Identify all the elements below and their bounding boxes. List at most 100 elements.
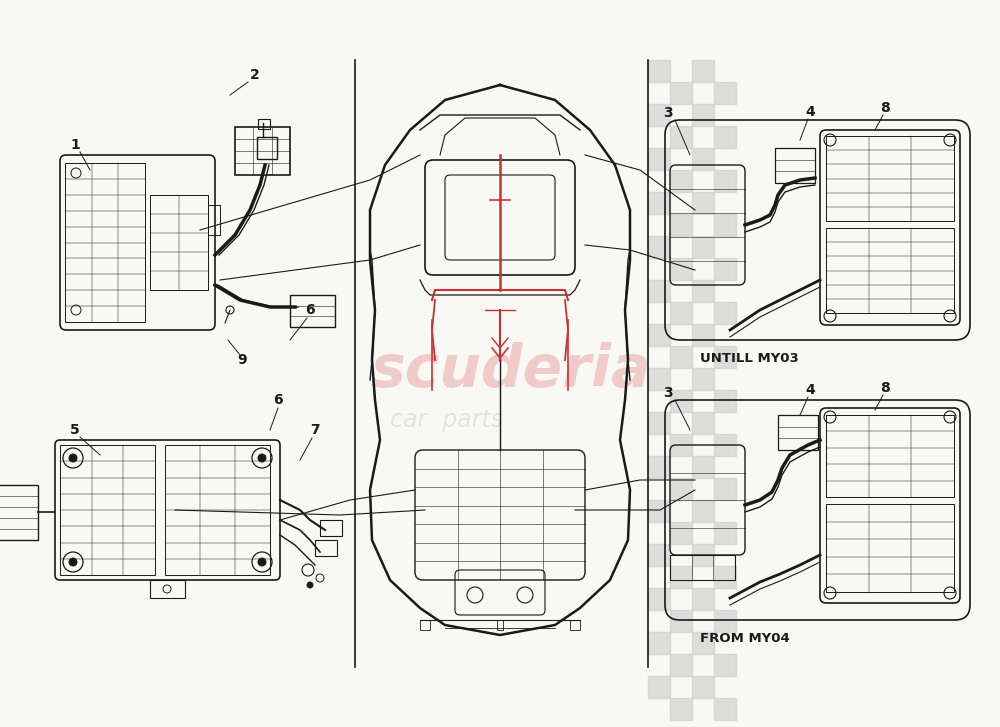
Bar (648, 324, 670, 346)
Text: 5: 5 (70, 423, 80, 437)
Bar (165, 445, 270, 575)
Bar (648, 456, 670, 478)
Bar (648, 236, 670, 258)
Text: car  parts: car parts (390, 408, 503, 432)
Text: UNTILL MY03: UNTILL MY03 (700, 352, 799, 365)
Text: 1: 1 (70, 138, 80, 152)
Bar (670, 170, 692, 192)
Bar (714, 170, 736, 192)
Bar (826, 415, 954, 497)
Circle shape (307, 582, 313, 588)
Bar (826, 136, 954, 221)
Bar (714, 522, 736, 544)
Bar (670, 214, 692, 236)
Text: 6: 6 (305, 303, 315, 317)
Bar (692, 60, 714, 82)
Bar (315, 540, 337, 556)
Bar (714, 698, 736, 720)
Bar (670, 610, 692, 632)
Bar (670, 258, 692, 280)
Bar (714, 654, 736, 676)
Bar (692, 632, 714, 654)
Bar (670, 434, 692, 456)
Bar (648, 280, 670, 302)
Bar (692, 456, 714, 478)
Bar (714, 214, 736, 236)
Bar (65, 163, 145, 322)
Bar (648, 632, 670, 654)
Bar (714, 390, 736, 412)
Bar (714, 302, 736, 324)
Bar (258, 119, 270, 129)
Bar (714, 610, 736, 632)
Text: 2: 2 (250, 68, 260, 82)
Bar (775, 148, 815, 183)
Circle shape (69, 558, 77, 566)
Bar (670, 478, 692, 500)
Circle shape (258, 558, 266, 566)
Text: 4: 4 (805, 105, 815, 119)
Bar (692, 324, 714, 346)
Bar (692, 412, 714, 434)
Bar (714, 346, 736, 368)
Text: 8: 8 (880, 381, 890, 395)
Bar (778, 415, 818, 450)
Text: 8: 8 (880, 101, 890, 115)
Bar (208, 205, 220, 235)
Bar (648, 588, 670, 610)
Bar (648, 60, 670, 82)
Bar (714, 258, 736, 280)
Text: 4: 4 (805, 383, 815, 397)
Bar (150, 580, 185, 598)
Bar (648, 544, 670, 566)
Circle shape (69, 454, 77, 462)
Bar (670, 346, 692, 368)
Bar (320, 520, 342, 536)
Bar (257, 137, 277, 159)
Bar (670, 126, 692, 148)
Bar (714, 82, 736, 104)
Bar (714, 566, 736, 588)
Bar (670, 82, 692, 104)
Bar (570, 620, 580, 630)
Bar (692, 236, 714, 258)
Bar (648, 148, 670, 170)
Bar (670, 522, 692, 544)
Bar (670, 302, 692, 324)
Bar (692, 192, 714, 214)
Bar (648, 676, 670, 698)
Bar (60, 445, 155, 575)
Text: 3: 3 (663, 106, 673, 120)
Bar (670, 654, 692, 676)
Bar (235, 127, 290, 175)
Bar (692, 544, 714, 566)
Bar (692, 368, 714, 390)
Bar (670, 390, 692, 412)
Text: 7: 7 (310, 423, 320, 437)
Bar (670, 566, 692, 588)
Bar (648, 368, 670, 390)
Bar (648, 192, 670, 214)
Bar (692, 500, 714, 522)
Bar (648, 500, 670, 522)
Bar (0, 485, 38, 540)
Bar (648, 412, 670, 434)
Text: scuderia: scuderia (370, 342, 650, 398)
Text: FROM MY04: FROM MY04 (700, 632, 790, 645)
Bar (692, 104, 714, 126)
Bar (497, 620, 503, 630)
Bar (670, 555, 735, 580)
Text: 3: 3 (663, 386, 673, 400)
Bar (648, 104, 670, 126)
Text: 9: 9 (237, 353, 247, 367)
Bar (692, 148, 714, 170)
Bar (826, 228, 954, 313)
Bar (692, 588, 714, 610)
Bar (714, 126, 736, 148)
Bar (714, 478, 736, 500)
Text: 6: 6 (273, 393, 283, 407)
Bar (692, 280, 714, 302)
Bar (670, 698, 692, 720)
Bar (420, 620, 430, 630)
Bar (150, 195, 208, 290)
